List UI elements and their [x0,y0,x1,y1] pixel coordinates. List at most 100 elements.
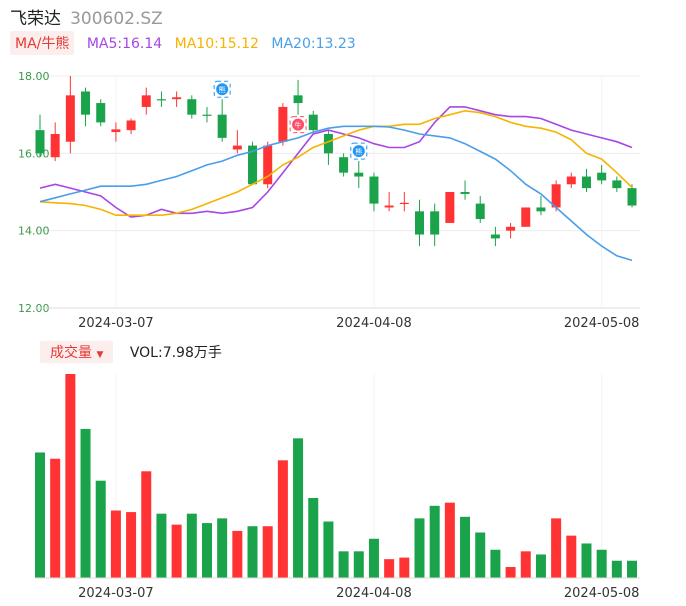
candle-body [430,211,440,235]
candle [278,103,288,146]
y-tick-label: 18.00 [18,70,50,83]
volume-x-tick-label: 2024-05-08 [564,586,640,601]
candle [81,87,91,127]
marker-label: 熊 [219,85,226,94]
volume-bar [535,554,546,578]
candle-body [339,157,349,173]
caret-down-icon: ▼ [96,350,104,360]
candle [126,118,136,134]
marker-dot [352,145,365,158]
ma-legend: MA/牛熊 MA5:16.14 MA10:15.12 MA20:13.23 [10,31,356,55]
volume-bar [35,452,45,578]
candle-body [536,207,546,212]
volume-bar [293,438,304,578]
candle [475,195,485,223]
volume-bar [171,524,182,578]
candle [172,91,182,107]
candle [339,153,349,177]
candle [202,106,212,123]
volume-bar [505,567,516,578]
volume-bar [232,530,243,578]
volume-bar [277,460,288,578]
candle [65,76,75,154]
volume-bar [141,471,152,578]
candle [232,130,242,154]
volume-bar [566,535,577,578]
volume-bar [126,512,137,578]
candle [323,130,333,165]
candle [50,122,60,162]
y-tick-label: 14.00 [18,225,50,238]
candle [445,192,455,223]
y-tick-label: 12.00 [18,302,50,315]
volume-bar [475,532,486,578]
candle [384,192,394,212]
volume-indicator-tag[interactable]: 成交量 ▼ [40,341,114,363]
volume-bar [627,560,638,578]
ma10-line [39,109,633,216]
candle-body [597,172,607,181]
volume-bar [551,518,562,578]
candle-body [50,134,60,158]
ma5-line [39,106,633,218]
candle-body [248,145,258,185]
candle-body [111,129,121,133]
bear-marker-icon: 熊 [213,80,231,98]
candle [490,226,500,247]
candle [566,172,576,189]
candle-body [490,234,500,239]
volume-bar [429,505,440,578]
candle-body [172,97,182,100]
ma5-label: MA5:16.14 [86,36,163,52]
volume-bar [65,374,76,578]
volume-bar [50,458,61,578]
candle-body [65,95,75,142]
volume-value: VOL:7.98万手 [129,345,222,361]
candle-body [81,91,91,115]
candle [551,180,561,212]
candle-body [581,176,591,189]
x-tick-label: 2024-03-07 [78,316,154,331]
volume-bar [186,513,197,578]
volume-bar [217,518,228,578]
volume-bar [247,526,258,578]
candle [293,79,303,115]
candle [156,91,166,107]
volume-bar [338,551,349,578]
candle-body [369,176,379,204]
candle-body [566,176,576,185]
candle-body [475,203,485,220]
ma-indicator-tag[interactable]: MA/牛熊 [10,31,75,55]
volume-bar [80,428,91,578]
volume-bar [581,543,592,578]
volume-bar [156,513,167,578]
volume-bar [308,497,319,578]
volume-bar [384,559,395,578]
candle-body [202,114,212,116]
volume-legend: 成交量 ▼ VOL:7.98万手 [40,341,222,363]
candle-body [96,103,106,123]
stock-code: 300602.SZ [70,9,163,29]
candle-body [551,184,561,208]
volume-bar [490,549,501,578]
candle-body [460,192,470,194]
candle-body [445,192,455,223]
candle [612,176,622,192]
candle [536,195,546,216]
marker-label: 牛 [295,121,302,130]
stock-header: 飞荣达 300602.SZ [10,4,163,29]
volume-bar [414,518,425,578]
x-tick-label: 2024-05-08 [564,316,640,331]
volume-bar [353,551,364,578]
volume-bar [596,549,607,578]
candle [627,184,637,208]
candle [597,164,607,185]
stock-name: 飞荣达 [10,9,61,29]
candle-body [278,106,288,142]
candle-body [323,134,333,154]
y-tick-label: 16.00 [18,147,50,160]
candle-body [384,205,394,208]
candle-body [35,130,45,154]
candle [430,203,440,247]
volume-bar [201,523,212,578]
